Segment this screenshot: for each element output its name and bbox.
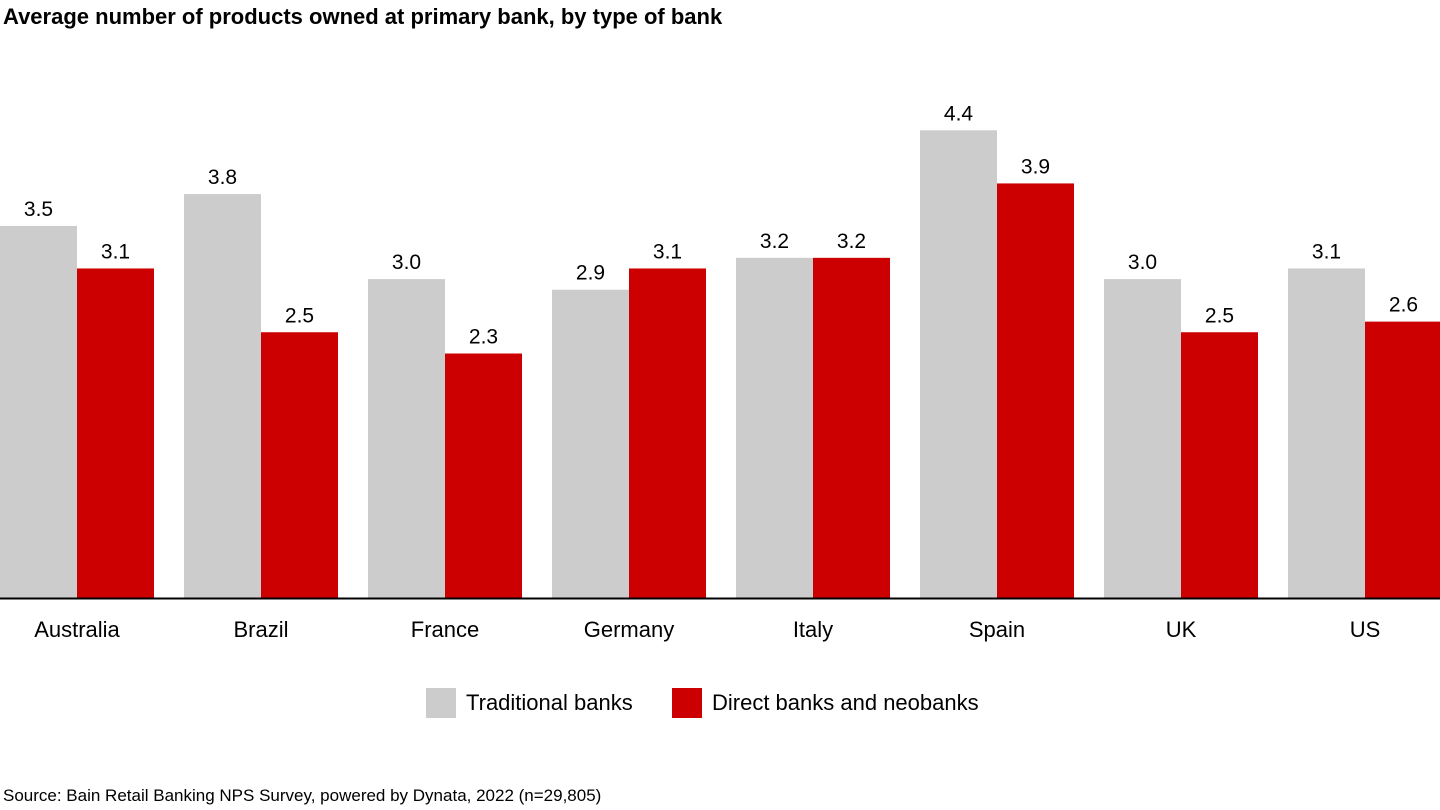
bar-france-traditional xyxy=(368,279,445,598)
legend-item-traditional: Traditional banks xyxy=(426,688,633,718)
x-tick-label: UK xyxy=(1166,617,1197,642)
data-label: 3.1 xyxy=(1312,240,1341,263)
data-label: 3.9 xyxy=(1021,155,1050,178)
bar-australia-traditional xyxy=(0,225,77,598)
bar-spain-traditional xyxy=(920,130,997,598)
bar-germany-traditional xyxy=(552,289,629,598)
bar-australia-direct xyxy=(77,268,154,598)
legend-swatch-direct xyxy=(672,688,702,718)
bar-france-direct xyxy=(445,353,522,598)
bar-brazil-traditional xyxy=(184,194,261,598)
data-label: 2.5 xyxy=(1205,304,1234,327)
data-label: 2.9 xyxy=(576,262,605,285)
legend-item-direct: Direct banks and neobanks xyxy=(672,688,979,718)
data-label: 3.0 xyxy=(392,251,421,274)
x-tick-label: Australia xyxy=(34,617,120,642)
data-label: 2.5 xyxy=(285,304,314,327)
data-label: 3.2 xyxy=(837,230,866,253)
bar-us-direct xyxy=(1365,321,1440,598)
data-label: 3.1 xyxy=(653,240,682,263)
legend-swatch-traditional xyxy=(426,688,456,718)
bar-us-traditional xyxy=(1288,268,1365,598)
bar-italy-traditional xyxy=(736,257,813,598)
x-tick-label: Germany xyxy=(584,617,674,642)
bar-uk-direct xyxy=(1181,332,1258,598)
x-tick-label: Brazil xyxy=(233,617,288,642)
data-label: 2.6 xyxy=(1389,294,1418,317)
data-label: 3.8 xyxy=(208,166,237,189)
data-label: 3.2 xyxy=(760,230,789,253)
bar-italy-direct xyxy=(813,257,890,598)
x-tick-label: Spain xyxy=(969,617,1025,642)
legend-label-direct: Direct banks and neobanks xyxy=(712,690,979,715)
bar-brazil-direct xyxy=(261,332,338,598)
source-note: Source: Bain Retail Banking NPS Survey, … xyxy=(3,786,602,805)
bar-uk-traditional xyxy=(1104,279,1181,598)
x-tick-label: France xyxy=(411,617,479,642)
data-label: 3.0 xyxy=(1128,251,1157,274)
data-label: 4.4 xyxy=(944,102,974,125)
legend-label-traditional: Traditional banks xyxy=(466,690,633,715)
x-tick-label: Italy xyxy=(793,617,833,642)
data-label: 2.3 xyxy=(469,326,498,349)
bar-spain-direct xyxy=(997,183,1074,598)
chart-title: Average number of products owned at prim… xyxy=(3,4,723,29)
bar-chart: 3.5 3.1 Australia 3.8 2.5 Brazil 3.0 2.3 France 2… xyxy=(0,102,1440,642)
data-label: 3.5 xyxy=(24,198,53,221)
bar-germany-direct xyxy=(629,268,706,598)
x-tick-label: US xyxy=(1350,617,1381,642)
data-label: 3.1 xyxy=(101,240,130,263)
